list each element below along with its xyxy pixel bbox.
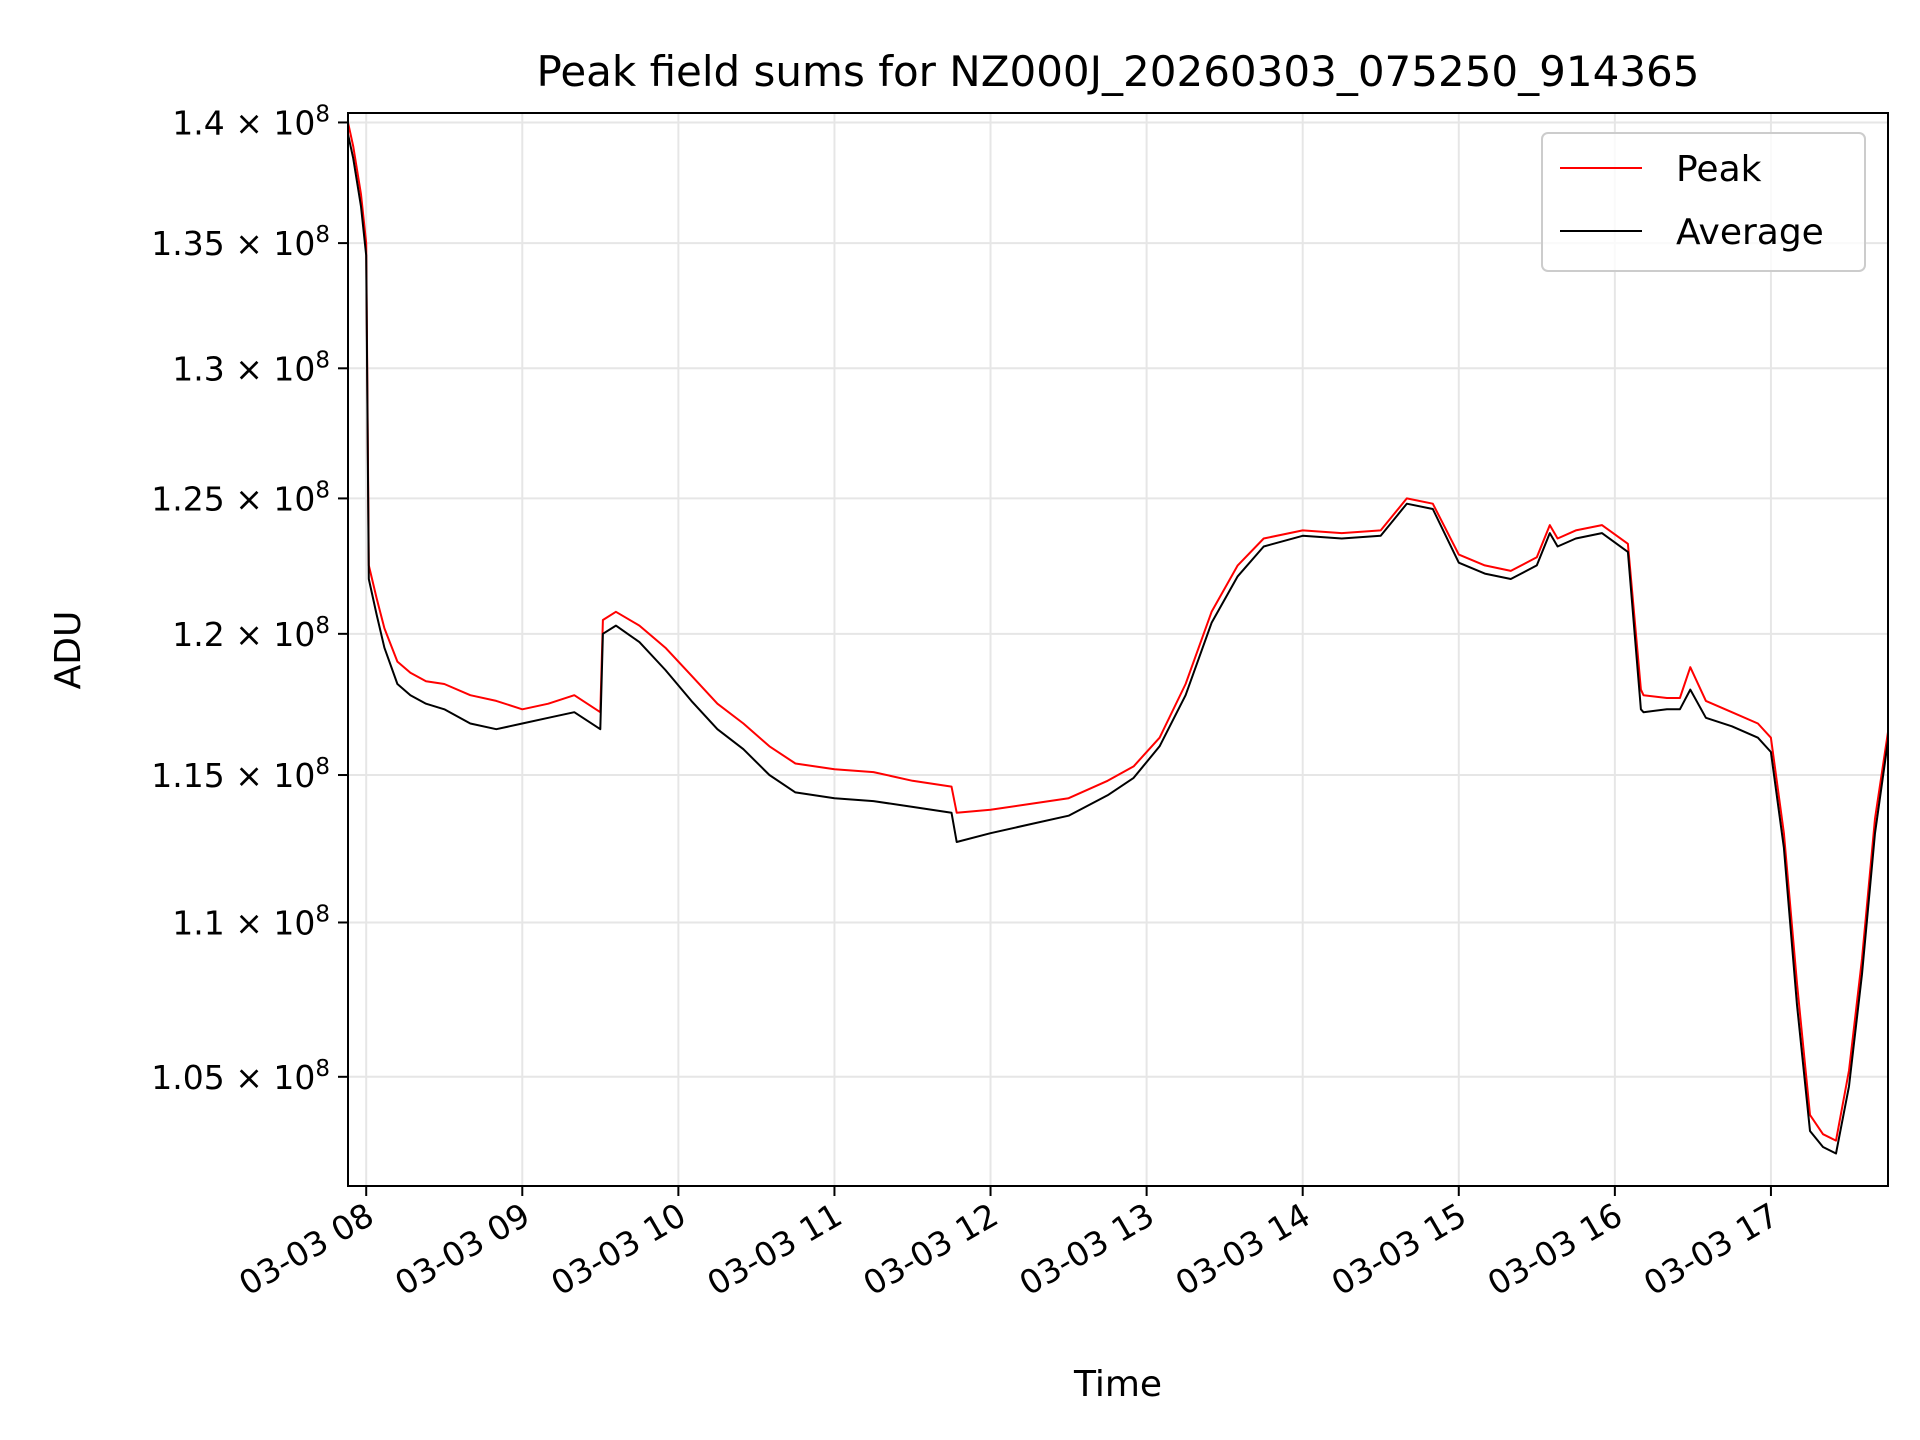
y-tick-mantissa: 1.2: [172, 615, 235, 654]
y-tick-base: × 10: [235, 349, 315, 388]
y-tick-exponent: 8: [315, 222, 330, 248]
y-tick-mantissa: 1.15: [151, 756, 235, 795]
y-tick-exponent: 8: [315, 901, 330, 927]
y-tick-label: 1.3 × 108: [172, 347, 330, 388]
y-tick-exponent: 8: [315, 1056, 330, 1082]
y-tick-mantissa: 1.05: [151, 1058, 235, 1097]
y-tick-mantissa: 1.35: [151, 224, 235, 263]
series-lines: [348, 122, 1888, 1155]
y-tick-base: × 10: [235, 903, 315, 942]
y-tick-exponent: 8: [315, 477, 330, 503]
y-tick-label: 1.05 × 108: [151, 1056, 330, 1097]
y-tick-label: 1.2 × 108: [172, 613, 330, 654]
y-tick-mantissa: 1.25: [151, 479, 235, 518]
x-axis-label: Time: [1073, 1364, 1162, 1405]
y-tick-exponent: 8: [315, 754, 330, 780]
y-tick-base: × 10: [235, 479, 315, 518]
legend-label-peak: Peak: [1676, 149, 1762, 190]
y-tick-exponent: 8: [315, 101, 330, 127]
series-line-average: [348, 134, 1888, 1155]
y-tick-base: × 10: [235, 756, 315, 795]
y-tick-label: 1.15 × 108: [151, 754, 330, 795]
y-tick-exponent: 8: [315, 613, 330, 639]
y-tick-label: 1.1 × 108: [172, 901, 330, 942]
y-tick-label: 1.25 × 108: [151, 477, 330, 518]
y-tick-base: × 10: [235, 224, 315, 263]
y-tick-mantissa: 1.4: [172, 103, 235, 142]
plot-frame: [347, 112, 1889, 1187]
y-tick-base: × 10: [235, 103, 315, 142]
y-tick-base: × 10: [235, 1058, 315, 1097]
y-axis-label: ADU: [48, 611, 89, 690]
grid-lines: [348, 113, 1888, 1186]
y-tick-base: × 10: [235, 615, 315, 654]
chart-title: Peak field sums for NZ000J_20260303_0752…: [537, 47, 1700, 96]
y-tick-label: 1.4 × 108: [172, 101, 330, 142]
y-tick-mantissa: 1.1: [172, 903, 235, 942]
y-tick-mantissa: 1.3: [172, 349, 235, 388]
series-line-peak: [348, 122, 1888, 1142]
legend-label-average: Average: [1676, 212, 1824, 253]
legend: Peak Average: [1541, 132, 1866, 272]
y-tick-exponent: 8: [315, 347, 330, 373]
y-tick-label: 1.35 × 108: [151, 222, 330, 263]
